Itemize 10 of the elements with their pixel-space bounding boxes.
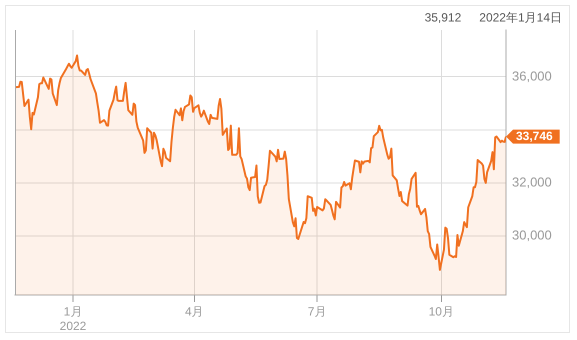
y-tick-label: 36,000 — [512, 68, 552, 84]
x-tick-label: 10月 — [428, 304, 454, 319]
y-tick-label: 30,000 — [512, 228, 552, 243]
text: 35,912 — [424, 10, 462, 24]
y-tick-label: 32,000 — [512, 174, 552, 190]
text: 2022年1月14日 — [479, 10, 562, 24]
annotation: 33,746 — [516, 128, 554, 143]
x-tick-label: 4月 — [185, 304, 204, 319]
x-tick-label: 1月 2022 — [60, 304, 87, 333]
x-tick-label: 7月 — [308, 304, 326, 319]
